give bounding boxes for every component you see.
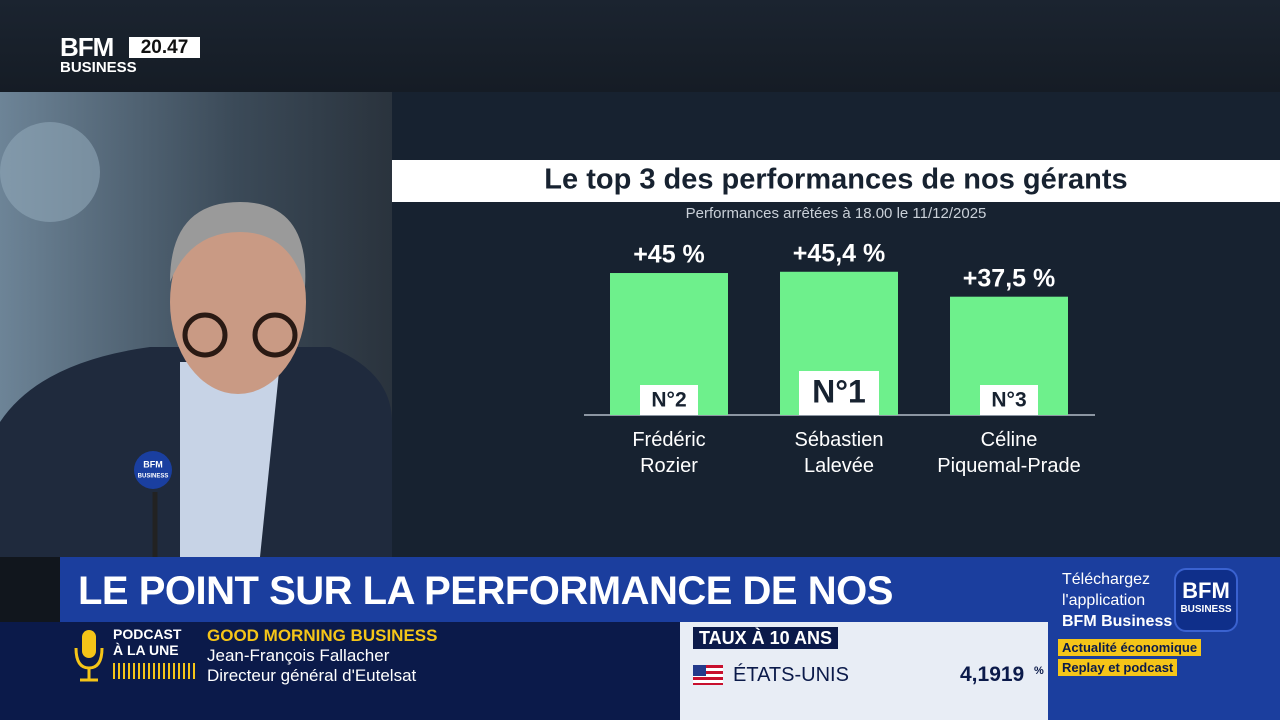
promo-tag: Actualité économique [1058, 639, 1202, 656]
clock: 20.47 [129, 37, 200, 58]
ticker-country: ÉTATS-UNIS [733, 664, 849, 686]
promo-panel [1048, 557, 1280, 720]
app-sub: BUSINESS [1180, 604, 1232, 615]
hair [170, 202, 306, 287]
mic-sub: BUSINESS [138, 474, 169, 480]
shirt [180, 362, 280, 557]
waveform [113, 663, 198, 679]
promo-line3: BFM Business [1062, 613, 1173, 630]
value-label: +37,5 % [963, 264, 1055, 292]
guest-name: Jean-François Fallacher [207, 646, 390, 665]
program-title: GOOD MORNING BUSINESS [207, 626, 438, 645]
studio-top [0, 0, 1280, 92]
category-label: Frédéric Rozier [632, 429, 706, 477]
value-label: +45 % [633, 241, 705, 269]
app-icon[interactable]: BFM BUSINESS [1174, 568, 1238, 632]
flag [693, 665, 723, 685]
rank-label: N°1 [812, 373, 866, 409]
value-label: +45,4 % [793, 239, 885, 267]
promo-line1: Téléchargez [1062, 571, 1151, 588]
face [170, 210, 306, 394]
app-brand: BFM [1182, 578, 1230, 603]
guest-role: Directeur général d'Eutelsat [207, 666, 417, 685]
rank-box [799, 371, 879, 415]
glasses [252, 312, 298, 358]
rank-label: N°2 [651, 389, 686, 412]
mic-icon [74, 630, 104, 682]
ticker-unit: % [1034, 665, 1044, 677]
person: BFM BUSINESS [0, 122, 392, 557]
rank-box [980, 385, 1038, 415]
logo-sub: BUSINESS [60, 59, 137, 76]
chart: Le top 3 des performances de nos gérants… [544, 164, 1128, 416]
promo-tag: Replay et podcast [1058, 659, 1178, 676]
mic [134, 451, 172, 489]
headline: LE POINT SUR LA PERFORMANCE DE NOS GÉRAN… [60, 557, 1048, 681]
rank-label: N°3 [991, 389, 1026, 412]
chart-subtitle: Performances arrêtées à 18.00 le 11/12/2… [686, 205, 987, 222]
chart-title-bar [392, 160, 1280, 202]
promo-line2: l'application [1062, 592, 1146, 609]
mic-brand: BFM [143, 459, 163, 469]
vault-door [0, 122, 100, 222]
ticker-title: TAUX À 10 ANS [693, 627, 839, 649]
rank-box [640, 385, 698, 415]
ticker-value: 4,1919 [960, 663, 1025, 686]
category-label: Céline Piquemal-Prade [937, 429, 1081, 477]
podcast-line1: PODCAST [113, 626, 182, 642]
logo-brand: BFM [60, 32, 114, 62]
glasses [182, 312, 228, 358]
chart-title: Le top 3 des performances de nos gérants [544, 164, 1127, 196]
category-label: Sébastien Lalevée [794, 429, 884, 477]
podcast-line2: À LA UNE [113, 642, 179, 658]
